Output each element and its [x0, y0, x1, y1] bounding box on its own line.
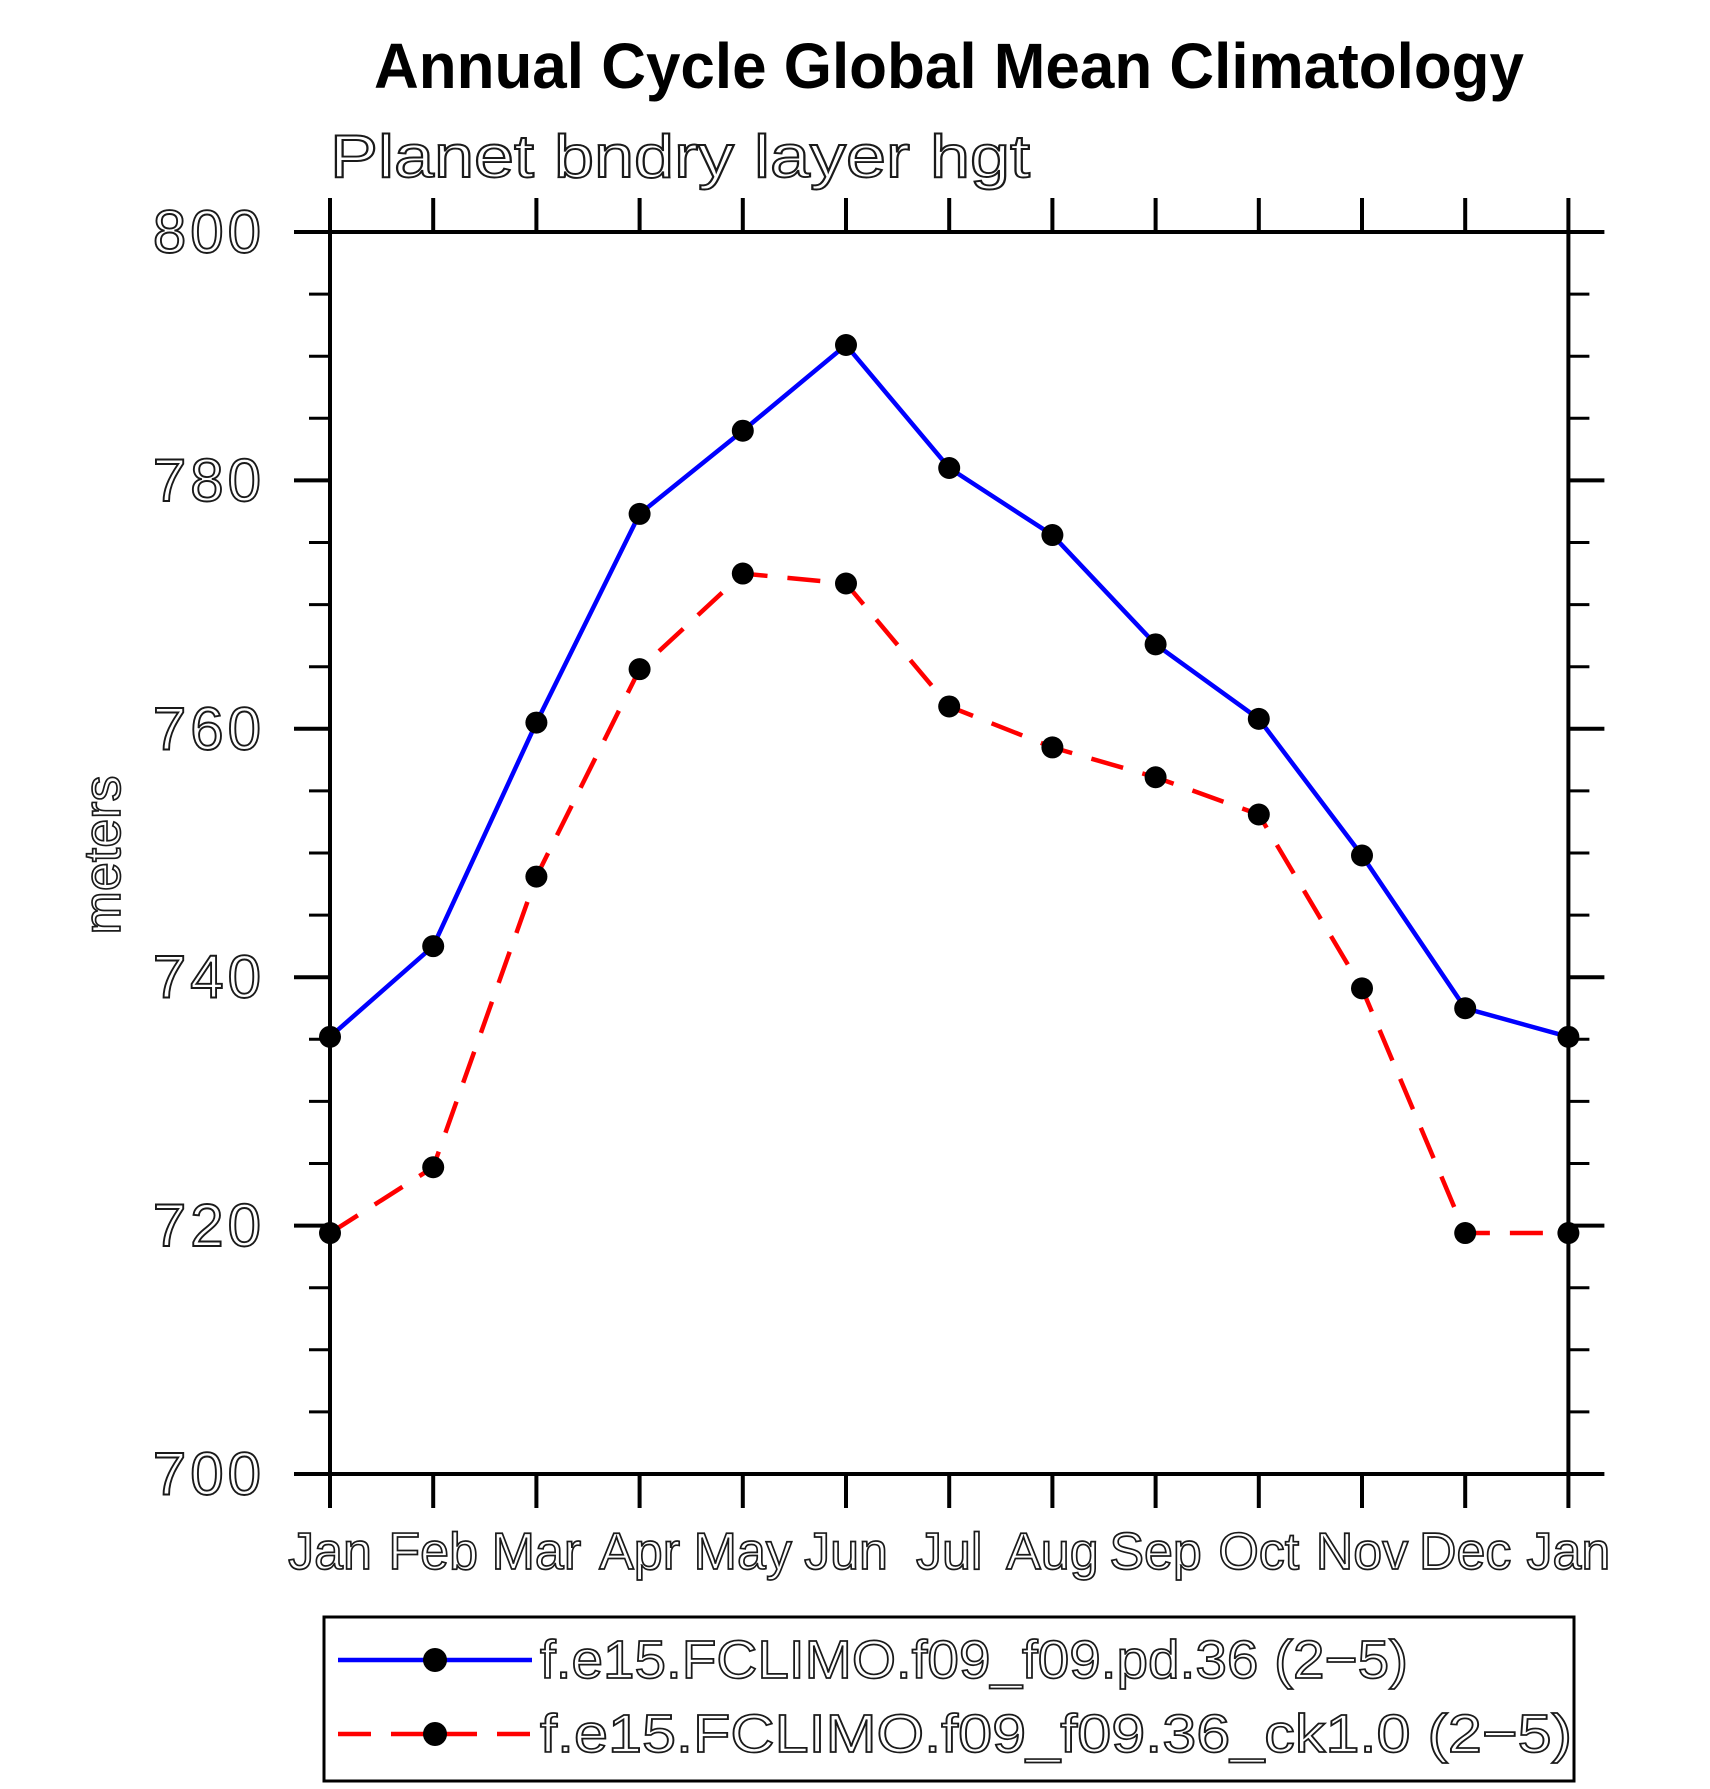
y-axis-title: meters	[74, 776, 132, 935]
chart-title: Annual Cycle Global Mean Climatology	[374, 30, 1524, 102]
data-point-marker	[731, 419, 754, 442]
data-point-marker	[525, 711, 548, 734]
data-point-marker	[835, 334, 857, 357]
x-tick-label: Apr	[599, 1523, 680, 1581]
x-tick-label: Jul	[916, 1523, 982, 1581]
series-line-solid	[328, 341, 1570, 1039]
data-point-marker	[628, 658, 651, 681]
x-tick-label: Jun	[804, 1523, 888, 1581]
chart-subtitle: Planet bndry layer hgt	[330, 123, 1030, 190]
x-tick-label: Sep	[1109, 1523, 1202, 1581]
legend-box	[322, 1615, 1576, 1783]
x-tick-label: Jan	[288, 1523, 372, 1581]
data-point-marker	[1351, 844, 1373, 867]
data-point-marker	[731, 562, 754, 585]
legend-label-1: f.e15.FCLIMO.f09_f09.pd.36 (2−5)	[540, 1630, 1408, 1690]
x-tick-label: Mar	[492, 1523, 582, 1581]
series-line-dashed	[328, 571, 1569, 1236]
x-tick-label: May	[694, 1523, 792, 1581]
data-point-marker	[938, 456, 961, 479]
y-tick-label: 760	[153, 695, 265, 762]
axis-ticks	[294, 198, 1605, 1508]
y-tick-label: 800	[153, 199, 265, 266]
plot-box	[328, 230, 1571, 1476]
x-tick-label: Aug	[1006, 1523, 1099, 1581]
data-point-marker	[525, 865, 548, 888]
x-tick-label: Feb	[388, 1523, 478, 1581]
x-tick-label: Nov	[1316, 1523, 1408, 1581]
y-tick-labels: 800 780 760 740 720 700	[152, 198, 265, 1509]
y-tick-label: 740	[153, 944, 265, 1011]
legend-entry-1: f.e15.FCLIMO.f09_f09.pd.36 (2−5)	[338, 1629, 1409, 1691]
data-point-marker	[1351, 977, 1373, 1000]
legend-entry-2: f.e15.FCLIMO.f09_f09.36_ck1.0 (2−5)	[338, 1703, 1573, 1765]
x-tick-labels: Jan Feb Mar Apr May Jun Jul Aug Sep Oct …	[287, 1522, 1611, 1582]
data-point-marker	[1247, 707, 1270, 730]
data-point-marker	[835, 572, 857, 595]
data-point-marker	[628, 502, 651, 525]
y-tick-label: 780	[153, 447, 265, 514]
data-series	[319, 334, 1580, 1245]
data-point-marker	[1247, 803, 1270, 826]
data-point-marker	[1454, 1222, 1477, 1245]
legend-marker-circle	[423, 1648, 447, 1672]
y-tick-label: 720	[153, 1192, 265, 1259]
data-point-marker	[422, 935, 445, 958]
data-point-marker	[1144, 766, 1167, 789]
x-tick-label: Jan	[1526, 1523, 1610, 1581]
y-tick-label: 700	[153, 1441, 265, 1508]
legend-label-2: f.e15.FCLIMO.f09_f09.36_ck1.0 (2−5)	[540, 1704, 1572, 1764]
legend-marker-circle	[423, 1722, 447, 1746]
data-point-marker	[1144, 633, 1167, 656]
x-tick-label: Dec	[1419, 1523, 1511, 1581]
legend: f.e15.FCLIMO.f09_f09.pd.36 (2−5) f.e15.F…	[322, 1615, 1576, 1783]
data-point-marker	[1041, 736, 1064, 759]
data-point-marker	[1454, 997, 1477, 1020]
data-point-marker	[938, 695, 961, 718]
data-point-marker	[422, 1156, 445, 1179]
data-point-marker	[1041, 524, 1064, 547]
x-tick-label: Oct	[1218, 1523, 1299, 1581]
